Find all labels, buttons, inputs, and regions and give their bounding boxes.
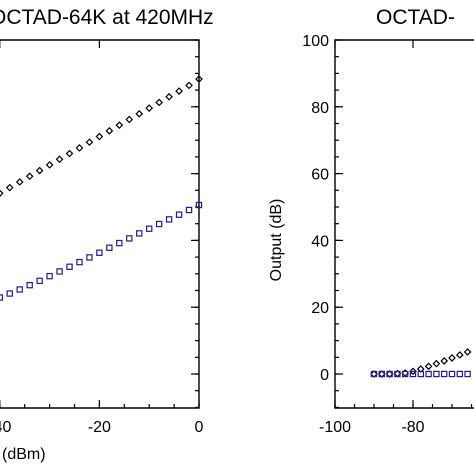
right-panel: OCTAD- -100 -80 0 20 40 60 80 100 Output (dB) — [268, 6, 474, 436]
left-y-axis — [191, 39, 199, 408]
square-marker — [155, 220, 163, 228]
right-y-axis: 0 20 40 60 80 100 — [302, 33, 343, 408]
right-data-points — [370, 348, 472, 378]
diamond-marker — [440, 357, 449, 365]
diamond-marker — [95, 132, 104, 141]
square-marker — [116, 239, 123, 247]
square-marker — [26, 281, 33, 289]
square-marker — [136, 230, 143, 237]
square-marker — [195, 201, 203, 209]
left-chart-title: OCTAD-64K at 420MHz — [0, 6, 214, 29]
square-marker — [433, 370, 440, 378]
square-marker — [394, 370, 401, 378]
diamond-marker — [105, 126, 114, 135]
square-marker — [175, 211, 183, 218]
diamond-marker — [448, 354, 456, 362]
diamond-marker — [463, 348, 472, 356]
square-marker — [425, 370, 432, 378]
right-y-axis-label: Output (dB) — [268, 199, 285, 282]
square-marker — [402, 370, 409, 378]
diamond-marker — [175, 87, 183, 95]
diamond-marker — [25, 172, 34, 181]
diamond-marker — [155, 98, 164, 107]
square-marker — [66, 263, 73, 270]
square-marker — [36, 277, 43, 285]
right-chart-title: OCTAD- — [376, 6, 455, 29]
y-tick-label: 40 — [311, 233, 329, 250]
diamond-marker — [115, 121, 124, 130]
diamond-marker — [135, 109, 144, 118]
square-marker — [6, 290, 13, 297]
diamond-marker — [85, 138, 94, 147]
square-marker — [464, 370, 471, 378]
diamond-marker — [195, 75, 203, 83]
square-marker — [378, 370, 386, 378]
square-marker — [106, 244, 113, 251]
square-marker — [448, 370, 456, 378]
right-plot-frame — [334, 39, 474, 409]
square-marker — [386, 370, 393, 378]
square-marker — [16, 286, 23, 293]
diamond-marker — [125, 115, 134, 124]
diamond-marker — [15, 178, 24, 186]
right-x-axis: -100 -80 — [319, 40, 473, 436]
diamond-marker — [424, 362, 433, 371]
x-tick-label: -40 — [0, 419, 11, 436]
y-tick-label: 80 — [311, 100, 329, 117]
y-tick-label: 20 — [311, 300, 329, 317]
diamond-marker — [75, 144, 84, 152]
square-marker — [86, 254, 93, 261]
y-tick-label: 0 — [320, 367, 329, 384]
diamond-marker — [165, 92, 173, 101]
square-marker — [96, 249, 103, 256]
x-tick-label: -20 — [88, 419, 111, 436]
diamond-marker — [5, 183, 14, 192]
square-marker — [441, 370, 448, 378]
left-panel: OCTAD-64K at 420MHz -40 -20 0 Input (dBm) — [0, 6, 214, 463]
diamond-marker — [455, 351, 464, 359]
square-marker — [126, 235, 133, 242]
diamond-marker — [409, 367, 417, 376]
diamond-marker — [0, 189, 4, 197]
x-tick-label: -100 — [319, 419, 351, 436]
left-plot-frame — [0, 39, 200, 409]
x-tick-label: -80 — [401, 419, 424, 436]
square-marker — [456, 370, 464, 378]
square-marker — [165, 216, 173, 223]
diamond-marker — [145, 104, 154, 112]
diamond-marker — [185, 81, 193, 90]
y-tick-label: 100 — [302, 33, 329, 50]
square-marker — [409, 370, 417, 378]
y-tick-label: 60 — [311, 167, 329, 184]
square-marker — [46, 272, 53, 280]
diamond-marker — [432, 359, 441, 368]
square-marker — [370, 370, 378, 378]
square-marker — [76, 258, 83, 266]
diamond-marker — [45, 161, 54, 169]
square-marker — [56, 268, 63, 275]
x-tick-label: 0 — [195, 419, 204, 436]
square-marker — [0, 294, 3, 301]
diamond-marker — [35, 166, 44, 175]
square-marker — [185, 206, 193, 214]
diamond-marker — [55, 155, 64, 164]
square-marker — [417, 370, 425, 378]
left-x-axis-label: Input (dBm) — [0, 446, 46, 463]
square-marker — [146, 225, 153, 232]
left-data-points — [0, 75, 203, 301]
diamond-marker — [65, 149, 74, 158]
left-x-axis: -40 -20 0 — [0, 40, 204, 436]
